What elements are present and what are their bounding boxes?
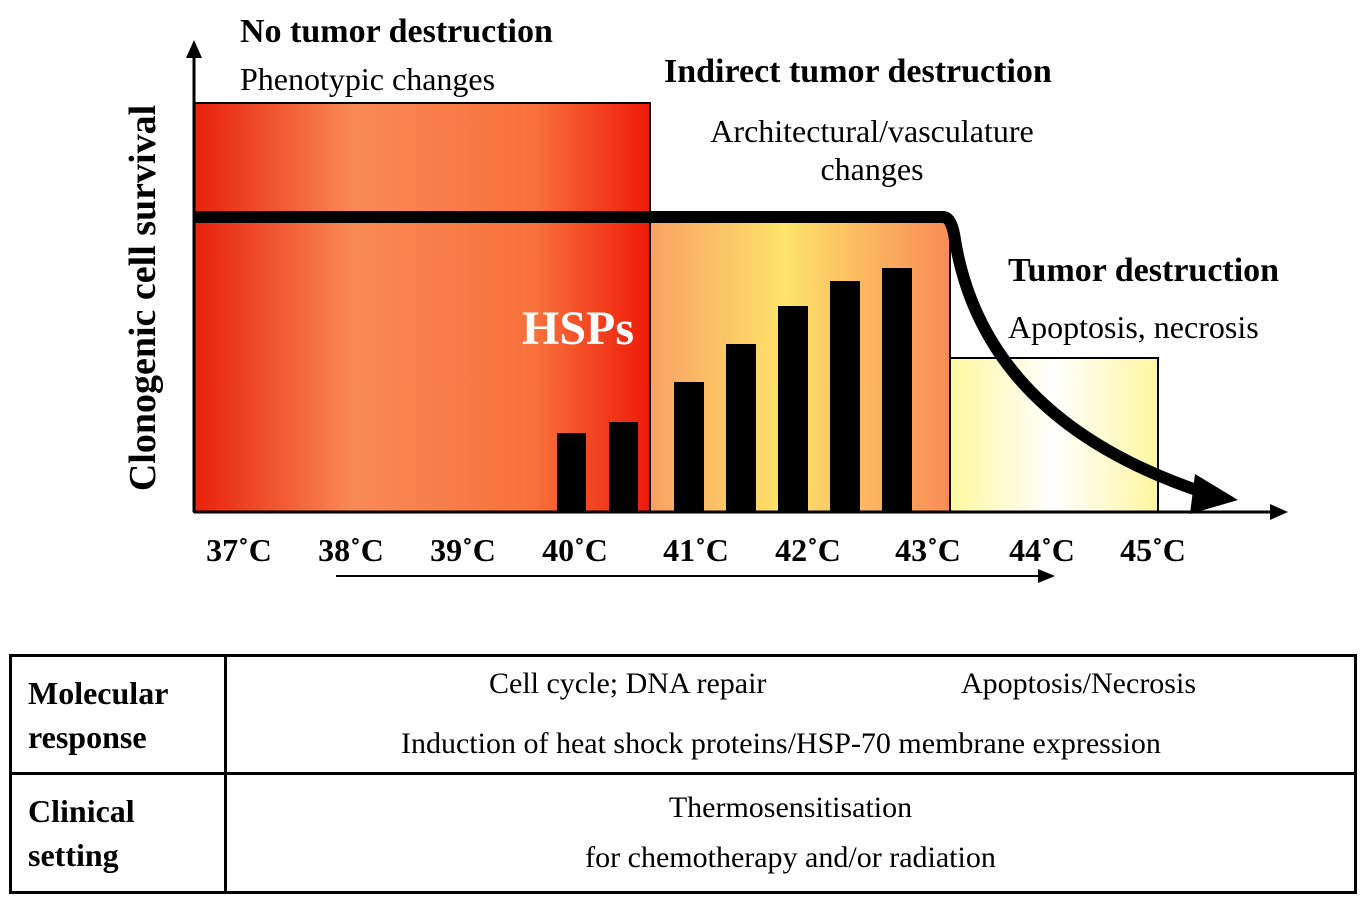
clinical-item-chemo-radiation: for chemotherapy and/or radiation [585,841,996,874]
clinical-item-thermosensitisation: Thermosensitisation [668,791,913,824]
molecular-item-apoptosis: Apoptosis/Necrosis [961,666,1196,700]
zone-indirect-destruction-subtitle-line2: changes [820,151,923,187]
hsp-bar [882,268,912,512]
response-table: Molecular response Cell cycle; DNA repai… [9,654,1357,894]
temperature-tick: 38˚C [318,532,384,568]
hsps-label: HSPs [522,302,634,355]
y-axis-arrowhead [186,40,202,58]
row-header-molecular-response: Molecular response [9,654,227,775]
temperature-direction-arrowhead [1038,569,1055,583]
hsp-bar [726,344,756,512]
hyperthermia-diagram: Clonogenic cell survival HSPs No tumor d… [122,13,1288,583]
zone-no-destruction-title: No tumor destruction [240,13,553,50]
hsp-bar [778,306,808,512]
zone-no-destruction-subtitle: Phenotypic changes [240,61,495,97]
temperature-tick: 39˚C [430,532,496,568]
molecular-item-cell-cycle: Cell cycle; DNA repair [489,666,767,700]
zone-indirect-destruction-subtitle-line1: Architectural/vasculature [710,113,1033,149]
row-header-line: Molecular [28,674,169,711]
row-header-line: response [28,718,147,755]
molecular-item-hsp-induction: Induction of heat shock proteins/HSP-70 … [401,726,1161,760]
table-row-clinical: Clinical setting Thermosensitisation for… [9,772,1357,894]
zone-destruction-region [949,357,1159,513]
zone-indirect-destruction-title: Indirect tumor destruction [664,53,1052,90]
temperature-tick: 44˚C [1009,532,1075,568]
hsp-bar [609,422,638,512]
temperature-tick: 43˚C [895,532,961,568]
temperature-tick: 41˚C [663,532,729,568]
hsp-bar [674,382,704,512]
hsp-bar [830,281,860,512]
clinical-setting-cell: Thermosensitisation for chemotherapy and… [224,772,1357,894]
x-axis-arrowhead [1270,504,1288,520]
y-axis-label: Clonogenic cell survival [122,105,164,491]
hsp-bar [557,433,586,512]
temperature-tick: 40˚C [542,532,608,568]
row-header-line: setting [28,837,119,873]
temperature-tick: 37˚C [206,532,272,568]
temperature-tick: 42˚C [775,532,841,568]
molecular-response-cell: Cell cycle; DNA repair Apoptosis/Necrosi… [224,654,1357,775]
zone-destruction-title: Tumor destruction [1008,252,1279,289]
survival-curve [194,211,1207,499]
temperature-tick: 45˚C [1120,532,1186,568]
row-header-line: Clinical [28,793,135,829]
table-row-molecular: Molecular response Cell cycle; DNA repai… [9,654,1357,775]
zone-destruction-subtitle: Apoptosis, necrosis [1008,309,1259,345]
survival-curve-arrowhead [1190,474,1238,514]
row-header-clinical-setting: Clinical setting [9,772,227,894]
